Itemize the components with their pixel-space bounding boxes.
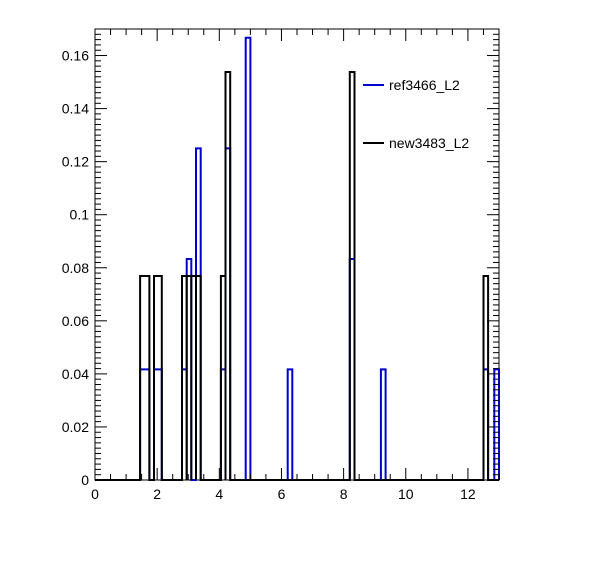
legend-label-ref: ref3466_L2 — [389, 77, 460, 93]
y-tick-label: 0.12 — [62, 154, 89, 170]
x-tick-label: 6 — [278, 486, 286, 502]
y-tick-label: 0.1 — [70, 207, 90, 223]
x-tick-label: 4 — [215, 486, 223, 502]
y-tick-label: 0.02 — [62, 419, 89, 435]
x-tick-label: 10 — [398, 486, 414, 502]
series-line-new — [95, 71, 499, 481]
y-tick-label: 0.06 — [62, 313, 89, 329]
series-layer — [95, 36, 500, 481]
x-tick-label: 12 — [460, 486, 476, 502]
y-tick-label: 0.16 — [62, 48, 89, 64]
y-tick-label: 0 — [81, 472, 89, 488]
x-tick-label: 2 — [153, 486, 161, 502]
axis-layer: 0 0.02 0.04 0.06 0.08 0.1 0.12 0.14 0.16 0 2 4 6 8 10 1… — [62, 28, 500, 502]
y-tick-label: 0.04 — [62, 366, 89, 382]
legend-label-new: new3483_L2 — [389, 135, 469, 151]
x-tick-label: 0 — [91, 486, 99, 502]
y-tick-label: 0.08 — [62, 260, 89, 276]
legend-box — [357, 56, 483, 156]
y-tick-label: 0.14 — [62, 101, 89, 117]
legend: ref3466_L2 new3483_L2 — [357, 56, 483, 156]
x-tick-label: 8 — [340, 486, 348, 502]
